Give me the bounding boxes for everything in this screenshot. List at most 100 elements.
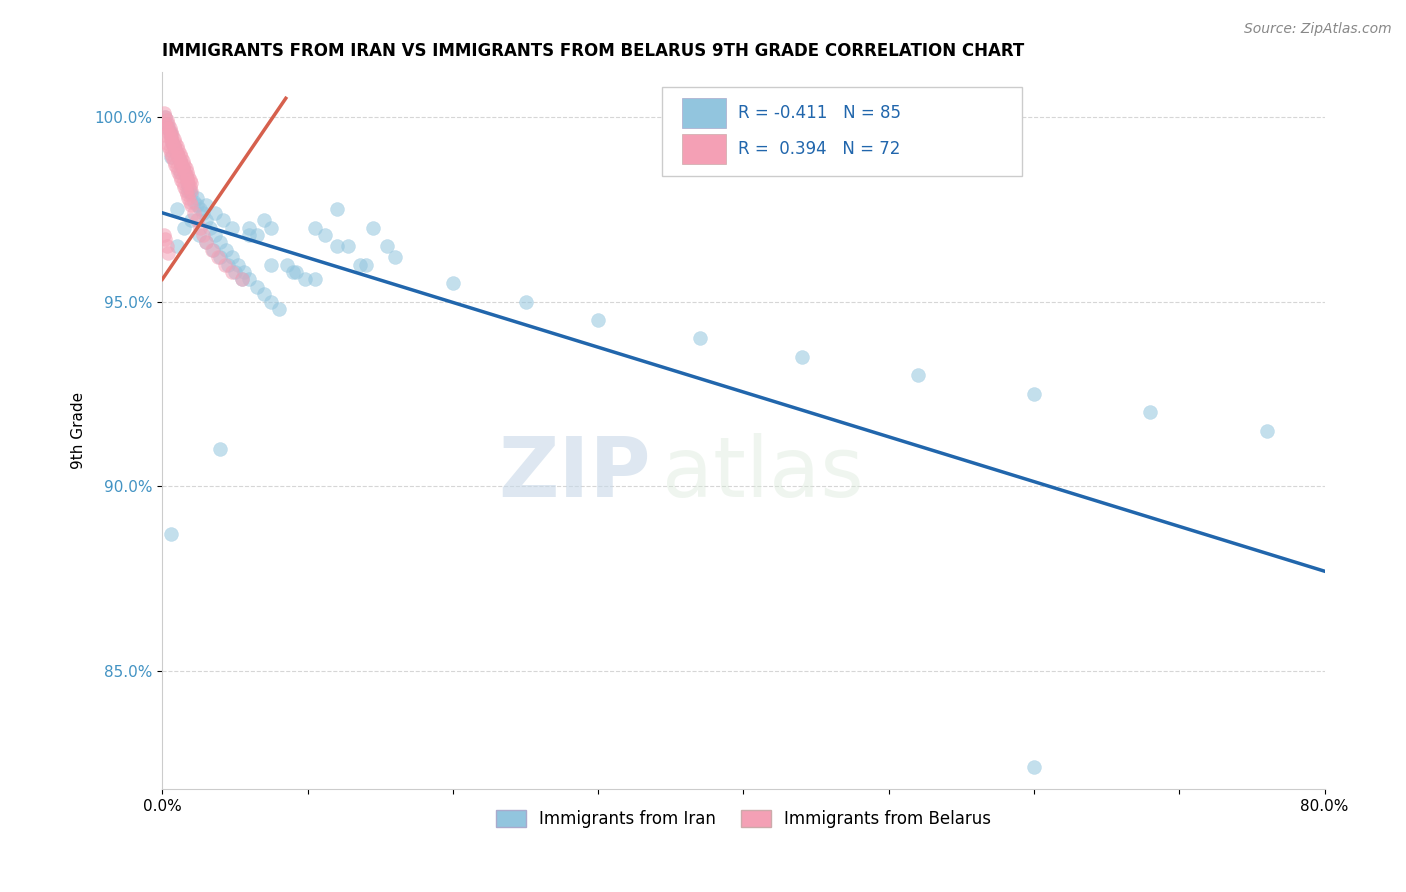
Point (157, 124, 180, 138)
Point (238, 272, 260, 286)
Point (153, 128, 176, 143)
Point (183, 206, 205, 220)
Point (180, 187, 202, 202)
Point (186, 213, 208, 227)
Point (267, 301, 290, 316)
Point (170, 158, 193, 172)
Point (226, 258, 249, 272)
Point (1022, 760, 1045, 774)
Point (260, 220, 283, 235)
Point (169, 154, 191, 169)
Point (170, 158, 193, 172)
Point (174, 161, 197, 176)
Text: atlas: atlas (662, 434, 863, 515)
Point (173, 165, 195, 179)
Point (163, 132, 186, 146)
Point (180, 198, 202, 212)
Point (180, 176, 202, 190)
Point (177, 169, 200, 183)
Point (209, 250, 232, 264)
Point (166, 146, 188, 161)
Point (179, 180, 201, 194)
Point (325, 202, 347, 216)
Point (194, 235, 217, 250)
Point (172, 176, 194, 190)
Point (172, 154, 194, 169)
Point (191, 227, 214, 242)
Point (162, 136, 184, 150)
Point (163, 139, 186, 153)
Point (188, 202, 211, 216)
Point (231, 272, 253, 286)
Point (166, 146, 188, 161)
Point (314, 227, 336, 242)
Point (231, 272, 253, 286)
Point (179, 194, 201, 209)
Point (215, 243, 238, 257)
Point (173, 220, 195, 235)
Point (1256, 424, 1278, 438)
Point (186, 198, 208, 212)
Point (186, 191, 208, 205)
Point (209, 442, 232, 457)
Point (163, 139, 186, 153)
Point (349, 258, 371, 272)
Point (153, 110, 176, 124)
Point (586, 313, 609, 327)
Point (441, 276, 464, 290)
Point (152, 106, 174, 120)
Point (166, 161, 188, 176)
Point (160, 527, 183, 541)
Point (204, 206, 226, 220)
Point (907, 368, 929, 383)
Text: Source: ZipAtlas.com: Source: ZipAtlas.com (1244, 22, 1392, 37)
Point (200, 220, 222, 235)
Point (246, 227, 269, 242)
Point (224, 265, 246, 279)
Point (157, 246, 180, 260)
Point (337, 239, 360, 253)
Point (167, 143, 190, 157)
Point (1139, 405, 1161, 419)
Point (790, 350, 813, 364)
Point (221, 265, 243, 279)
Point (187, 227, 209, 242)
Point (217, 258, 239, 272)
Point (156, 117, 179, 131)
Text: R = -0.411   N = 85: R = -0.411 N = 85 (738, 103, 901, 121)
Point (162, 128, 184, 143)
Point (221, 250, 243, 264)
Point (1022, 387, 1045, 401)
Point (166, 139, 188, 153)
Y-axis label: 9th Grade: 9th Grade (72, 392, 86, 469)
Point (179, 184, 201, 198)
Point (177, 180, 200, 194)
Point (167, 150, 190, 164)
Point (173, 165, 195, 179)
Point (165, 143, 187, 157)
Point (246, 279, 269, 293)
Point (209, 235, 232, 250)
Point (159, 143, 181, 157)
Point (167, 165, 190, 179)
Point (165, 143, 187, 157)
Point (276, 258, 298, 272)
Point (156, 120, 179, 135)
Point (304, 220, 326, 235)
Point (172, 161, 194, 176)
Point (176, 176, 198, 190)
Point (238, 220, 260, 235)
Point (183, 194, 205, 209)
Point (165, 136, 187, 150)
Point (212, 213, 235, 227)
Point (201, 243, 224, 257)
Point (207, 250, 229, 264)
Text: R =  0.394   N = 72: R = 0.394 N = 72 (738, 140, 900, 158)
Point (153, 110, 176, 124)
Point (174, 184, 197, 198)
Point (160, 128, 183, 143)
Point (325, 239, 347, 253)
Point (191, 206, 214, 220)
Point (179, 172, 201, 186)
Point (281, 265, 304, 279)
